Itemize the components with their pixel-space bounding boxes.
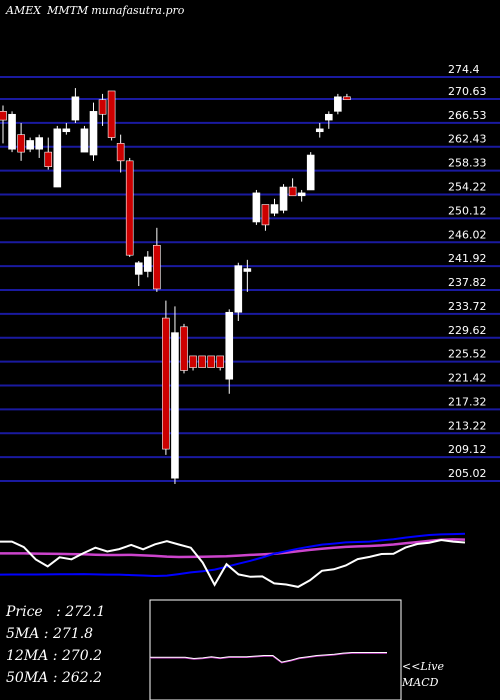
- candle-down: [207, 355, 215, 368]
- ma5-label: 5MA: [6, 626, 40, 642]
- price-gridlines: [0, 76, 500, 482]
- y-tick-label: 237.82: [448, 276, 487, 289]
- candle-up: [71, 96, 80, 121]
- candle-down: [125, 160, 134, 256]
- candle-up: [26, 140, 34, 150]
- ma5-value: 271.8: [52, 626, 94, 642]
- oscillator-line: [0, 538, 466, 588]
- candle-down: [44, 151, 53, 167]
- ma5-info: 5MA : 271.8: [6, 626, 94, 642]
- y-tick-label: 221.42: [448, 372, 487, 385]
- candle-up: [171, 332, 179, 479]
- y-tick-label: 262.43: [448, 133, 487, 146]
- macd-line: [150, 652, 387, 663]
- candle-down: [17, 134, 25, 153]
- y-tick-label: 266.53: [448, 109, 487, 122]
- y-axis-ticks: 274.4 270.63 266.53 262.43 258.33 254.22 250.1…: [448, 63, 487, 480]
- candle-down: [153, 244, 161, 290]
- candle-down: [261, 204, 270, 226]
- candle-down: [162, 317, 170, 450]
- candle-up: [144, 256, 152, 272]
- candle-down: [98, 99, 107, 115]
- y-tick-label: 209.12: [448, 443, 487, 456]
- macd-inset-box: [149, 599, 402, 700]
- y-tick-label: 274.4: [448, 63, 480, 76]
- candle-down: [116, 143, 125, 162]
- ma50-label: 50MA: [6, 670, 49, 686]
- macd-inset: [150, 652, 387, 664]
- candle-up: [306, 154, 315, 191]
- y-tick-label: 254.22: [448, 181, 487, 194]
- candle-up: [297, 192, 306, 197]
- candle-down: [343, 96, 351, 101]
- ma12-value: 270.2: [61, 648, 102, 664]
- candle-up: [270, 204, 279, 214]
- indicator-panel: [0, 532, 466, 588]
- y-tick-label: 233.72: [448, 300, 487, 313]
- candle-up: [334, 96, 342, 112]
- price-label: Price: [6, 604, 43, 620]
- candle-up: [279, 186, 288, 211]
- candle-up: [80, 128, 89, 153]
- y-tick-label: 250.12: [448, 204, 487, 217]
- ma12-label: 12MA: [6, 648, 49, 664]
- candle-up: [234, 265, 243, 313]
- ma50-info: 50MA : 262.2: [6, 670, 102, 686]
- ma-long-line: [0, 538, 466, 559]
- candle-up: [225, 311, 234, 380]
- y-tick-label: 229.62: [448, 324, 487, 337]
- y-tick-label: 241.92: [448, 252, 487, 265]
- price-info: Price : 272.1: [6, 604, 106, 620]
- price-value: 272.1: [65, 604, 106, 620]
- macd-live-label: <<Live: [402, 660, 444, 673]
- ma-short-line: [0, 532, 466, 578]
- y-tick-label: 217.32: [448, 395, 487, 408]
- macd-title-label: MACD: [402, 676, 439, 689]
- y-tick-label: 205.02: [448, 467, 487, 480]
- candle-down: [288, 186, 297, 197]
- y-tick-label: 270.63: [448, 85, 487, 98]
- y-tick-label: 246.02: [448, 228, 487, 241]
- candle-up: [8, 113, 16, 150]
- candle-up: [243, 268, 252, 272]
- candlesticks: [0, 88, 351, 485]
- candle-up: [315, 128, 324, 133]
- candle-up: [252, 192, 261, 223]
- watermark: AMEX MMTM munafasutra.pro: [5, 4, 185, 17]
- y-tick-label: 258.33: [448, 157, 487, 170]
- candle-up: [89, 111, 98, 156]
- candle-down: [216, 355, 224, 368]
- candle-up: [62, 128, 71, 133]
- candle-down: [180, 326, 188, 371]
- candle-down: [198, 355, 206, 368]
- candle-up: [324, 113, 333, 121]
- ma12-info: 12MA : 270.2: [6, 648, 102, 664]
- candle-down: [0, 111, 7, 121]
- y-tick-label: 225.52: [448, 348, 487, 361]
- y-tick-label: 213.22: [448, 419, 487, 432]
- candle-down: [189, 355, 197, 368]
- candle-up: [35, 137, 44, 150]
- ma50-value: 262.2: [61, 670, 102, 686]
- candle-down: [107, 90, 116, 138]
- candle-up: [134, 262, 143, 275]
- candle-up: [53, 128, 62, 188]
